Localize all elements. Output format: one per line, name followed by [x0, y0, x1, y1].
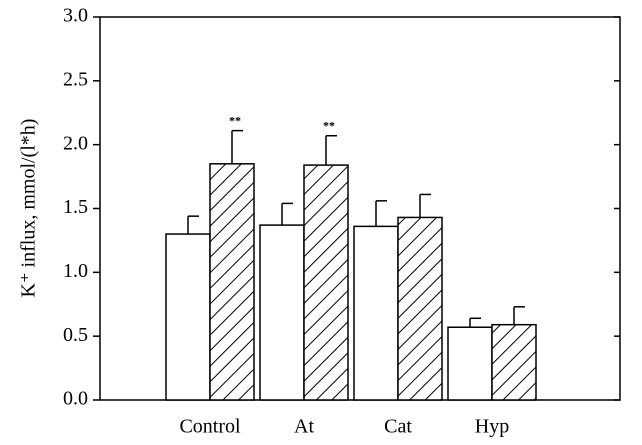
annotation: **	[229, 113, 241, 127]
bar	[303, 164, 349, 401]
y-tick-label: 2.0	[63, 132, 88, 154]
y-tick-label: 0.0	[63, 388, 88, 410]
x-tick-label: Control	[179, 416, 241, 438]
y-tick-label: 2.5	[63, 68, 88, 90]
y-tick-label: 0.5	[63, 324, 88, 346]
annotation: **	[323, 118, 335, 132]
y-tick-label: 3.0	[63, 5, 88, 27]
bar	[209, 163, 255, 401]
x-tick-label: Hyp	[475, 416, 509, 438]
bar	[165, 233, 211, 401]
y-tick-label: 1.5	[63, 196, 88, 218]
y-axis-label: K⁺ influx, mmol/(l*h)	[18, 119, 40, 298]
x-tick-label: At	[294, 416, 314, 438]
bar	[259, 224, 305, 401]
bar	[491, 323, 537, 401]
x-tick-label: Cat	[384, 416, 412, 438]
y-tick-label: 1.0	[63, 260, 88, 282]
bar	[397, 216, 443, 401]
bar	[447, 326, 493, 401]
bar	[353, 225, 399, 401]
